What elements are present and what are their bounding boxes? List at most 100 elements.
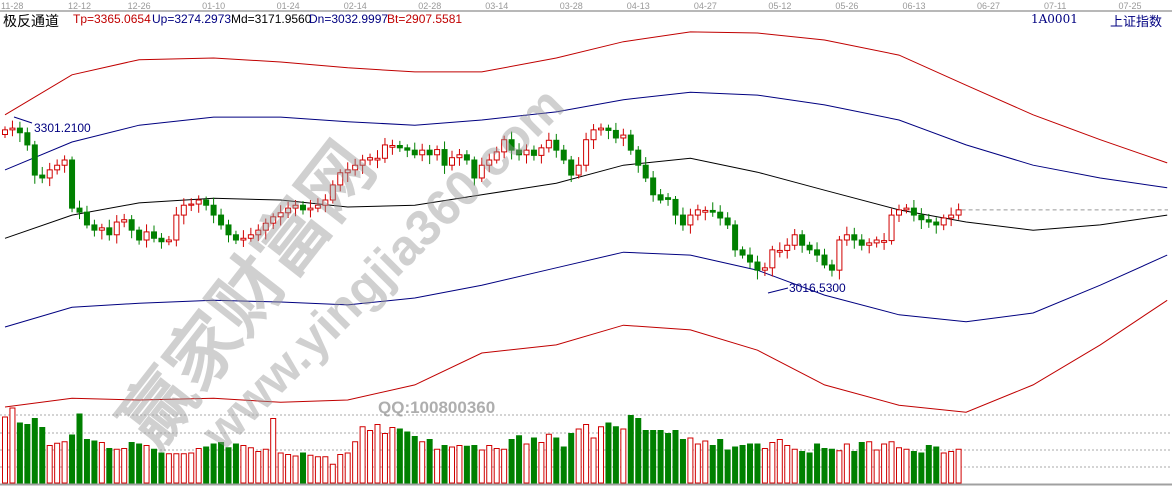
volume-bar — [404, 431, 411, 484]
volume-bar — [836, 450, 843, 484]
candle-up — [903, 204, 910, 214]
candle-body — [896, 209, 902, 216]
candle-up — [501, 135, 508, 159]
candle-down — [925, 213, 932, 228]
candle-down — [39, 166, 46, 184]
candle-body — [106, 227, 113, 236]
volume-bar — [158, 452, 165, 484]
volume-bar — [709, 445, 716, 484]
candle-body — [635, 149, 642, 166]
candle-up — [314, 198, 321, 213]
volume-bar — [866, 441, 873, 484]
candle-up — [769, 245, 776, 277]
candle-body — [277, 212, 284, 218]
candle-body — [888, 214, 895, 242]
x-tick-label: 01-24 — [277, 1, 300, 11]
volume-grid — [0, 414, 1172, 468]
volume-bar — [434, 448, 441, 484]
candle-down — [806, 241, 813, 254]
candle-body — [545, 139, 552, 149]
candle-down — [426, 144, 433, 165]
volume-bar — [784, 445, 791, 484]
candle-up — [434, 145, 441, 161]
candle-down — [672, 195, 679, 225]
bt-value: Bt=2907.5581 — [387, 12, 463, 26]
volume-bar — [381, 433, 388, 484]
candle-down — [411, 142, 418, 159]
volume-bar — [694, 443, 701, 484]
candle-body — [300, 204, 306, 211]
volume-bar — [76, 413, 83, 484]
candle-up — [598, 123, 604, 136]
candle-down — [568, 155, 575, 183]
volume-bar — [307, 454, 314, 484]
volume-bar — [98, 442, 105, 484]
volume-bar — [247, 447, 254, 484]
dn-value: Dn=3032.9997 — [309, 12, 389, 26]
candle-up — [843, 226, 850, 246]
x-tick-label: 03-14 — [485, 1, 508, 11]
candle-body — [285, 207, 292, 214]
volume-bar — [776, 439, 783, 484]
volume-bar — [61, 441, 68, 484]
candle-body — [590, 129, 597, 141]
candle-up — [46, 162, 53, 187]
candle-down — [821, 248, 828, 269]
candle-body — [2, 129, 8, 135]
candle-down — [396, 140, 403, 152]
candle-body — [501, 139, 508, 153]
volume-bar — [106, 448, 113, 484]
candle-up — [188, 198, 195, 212]
x-tick-label: 03-28 — [560, 1, 583, 11]
volume-bar — [352, 441, 359, 484]
candle-up — [113, 215, 120, 244]
candle-body — [426, 149, 433, 156]
volume-bar — [426, 439, 433, 484]
band-md — [4, 157, 1168, 239]
volume-bar — [665, 433, 672, 484]
volume-bar — [83, 439, 90, 484]
candle-body — [225, 224, 232, 236]
candle-body — [478, 164, 485, 179]
high-pointer — [13, 116, 33, 124]
candle-body — [359, 159, 366, 166]
volume-bar — [54, 442, 61, 484]
candle-up — [329, 180, 336, 204]
candle-up — [702, 206, 709, 221]
volume-bar — [285, 454, 292, 484]
candle-body — [46, 169, 53, 179]
volume-bar — [128, 442, 135, 484]
candle-body — [933, 221, 940, 226]
volume-bar — [933, 446, 940, 484]
volume-bar — [672, 430, 679, 484]
candle-up — [2, 126, 8, 138]
candle-body — [471, 159, 478, 179]
candle-body — [113, 221, 120, 236]
x-tick-label: 11-28 — [1, 1, 23, 11]
candle-up — [456, 148, 463, 166]
candle-body — [679, 214, 686, 226]
volume-bar — [2, 416, 8, 484]
volume-bar — [821, 448, 828, 484]
candle-down — [635, 146, 642, 173]
volume-bar — [679, 439, 686, 484]
candle-body — [165, 239, 172, 243]
volume-bar — [493, 448, 500, 484]
candle-up — [836, 235, 843, 280]
volume-bar — [516, 435, 523, 484]
volume-bar — [940, 452, 947, 484]
volume-bar — [16, 422, 23, 484]
volume-bar — [590, 437, 597, 484]
candle-body — [188, 203, 195, 206]
x-tick-label: 07-25 — [1119, 1, 1142, 11]
candle-down — [933, 217, 940, 234]
volume-bar — [903, 448, 910, 484]
candle-up — [374, 150, 381, 169]
candle-up — [791, 228, 798, 250]
low-pointer — [767, 287, 789, 294]
candle-body — [873, 239, 880, 244]
volume-bar — [463, 445, 470, 484]
candle-down — [463, 150, 470, 165]
volume-bar — [501, 448, 508, 484]
band-bt — [4, 299, 1168, 413]
